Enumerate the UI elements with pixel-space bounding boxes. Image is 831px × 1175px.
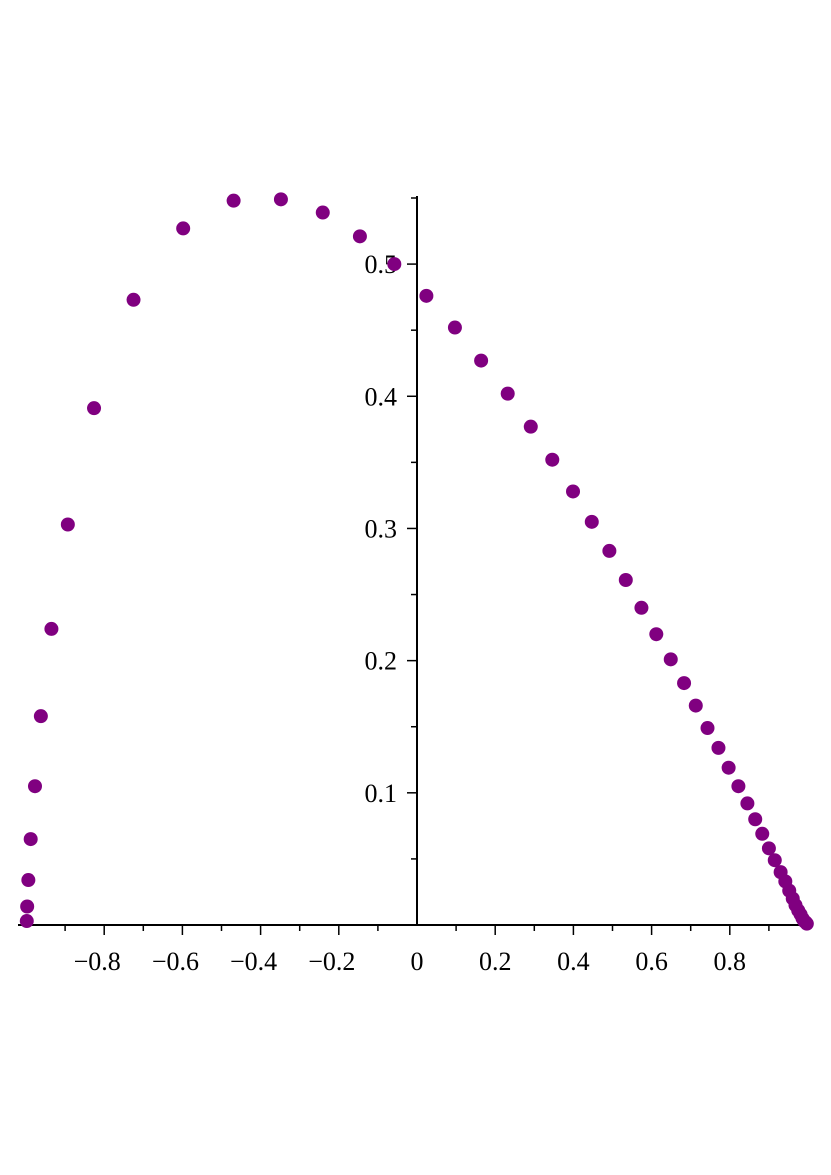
data-point — [721, 760, 736, 775]
data-point — [315, 205, 330, 220]
data-point — [618, 573, 633, 588]
data-point — [19, 914, 34, 929]
data-point — [755, 826, 770, 841]
data-point — [474, 353, 489, 368]
data-point — [584, 514, 599, 529]
data-point — [500, 386, 515, 401]
data-point — [27, 779, 42, 794]
y-tick-label: 0.4 — [365, 382, 398, 411]
data-point — [677, 676, 692, 691]
data-point — [799, 916, 814, 931]
data-point — [60, 517, 75, 532]
data-point — [761, 841, 776, 856]
data-point — [566, 484, 581, 499]
data-point — [23, 832, 38, 847]
x-tick-label: −0.4 — [230, 947, 277, 976]
data-point — [20, 899, 35, 914]
data-point — [33, 709, 48, 724]
x-tick-label: 0.4 — [557, 947, 590, 976]
data-point — [634, 600, 649, 615]
x-tick-label: −0.6 — [152, 947, 199, 976]
data-point — [545, 452, 560, 467]
data-points — [19, 192, 814, 931]
axes — [18, 196, 812, 926]
x-tick-label: 0 — [411, 947, 424, 976]
x-tick-label: 0.6 — [635, 947, 668, 976]
data-point — [352, 229, 367, 244]
data-point — [226, 193, 241, 208]
data-point — [447, 320, 462, 335]
x-tick-label: 0.8 — [714, 947, 747, 976]
data-point — [126, 292, 141, 307]
data-point — [273, 192, 288, 207]
y-tick-label: 0.1 — [365, 779, 398, 808]
data-point — [602, 543, 617, 558]
data-point — [523, 419, 538, 434]
data-point — [87, 401, 102, 416]
data-point — [176, 221, 191, 236]
data-point — [44, 621, 59, 636]
data-point — [419, 288, 434, 303]
x-tick-label: −0.8 — [74, 947, 121, 976]
data-point — [731, 779, 746, 794]
data-point — [688, 698, 703, 713]
data-point — [649, 627, 664, 642]
data-point — [740, 796, 755, 811]
data-point — [711, 740, 726, 755]
tick-labels: −0.8 −0.6 −0.4 −0.2 0 0.2 0.4 0.6 0.8 0.1 0.2 0.3 0.… — [74, 250, 746, 976]
x-tick-label: −0.2 — [308, 947, 355, 976]
data-point — [748, 812, 763, 827]
data-point — [663, 652, 678, 667]
data-point — [700, 721, 715, 736]
x-tick-label: 0.2 — [479, 947, 512, 976]
tick-marks — [64, 197, 770, 935]
data-point — [767, 853, 782, 868]
y-tick-label: 0.2 — [365, 647, 398, 676]
data-point — [387, 257, 402, 272]
data-point — [21, 873, 36, 888]
y-tick-label: 0.3 — [365, 514, 398, 543]
